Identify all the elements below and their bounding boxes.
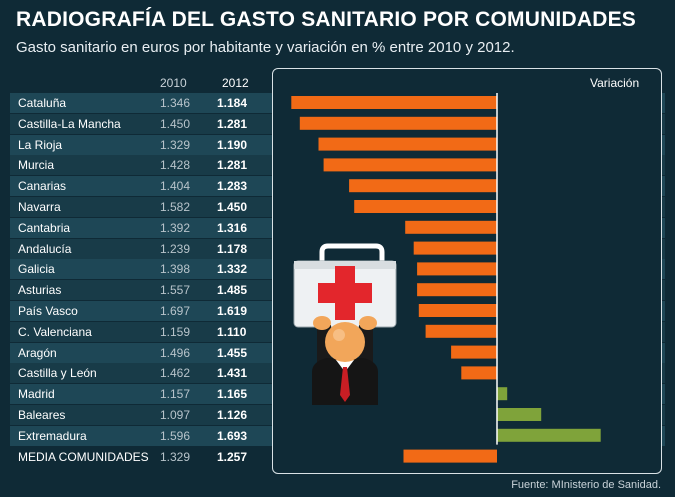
value-2010: 1.097 [160, 408, 191, 422]
region-name: Extremadura [18, 428, 87, 443]
value-2010: 1.159 [160, 324, 191, 339]
region-name: Canarias [18, 179, 67, 194]
variation-bar [418, 304, 497, 317]
region-name: C. Valenciana [18, 324, 92, 339]
variation-bar [497, 428, 601, 442]
column-header-2010: 2010 [160, 76, 187, 90]
value-2012: 1.110 [217, 324, 247, 339]
value-2012: 1.283 [217, 179, 248, 194]
value-2012: 1.126 [217, 408, 248, 422]
value-2012: 1.693 [217, 428, 248, 443]
region-name: Baleares [18, 408, 66, 422]
region-name: Murcia [18, 158, 55, 173]
value-2012: 1.450 [217, 200, 248, 214]
value-2010: 1.450 [160, 116, 191, 131]
value-2012: 1.431 [217, 366, 248, 381]
value-2010: 1.428 [160, 158, 191, 173]
value-2010: 1.398 [160, 262, 191, 277]
variation-bar [403, 449, 497, 463]
variation-bar [405, 220, 497, 234]
value-2010: 1.582 [160, 200, 191, 214]
column-header-variation: Variación [590, 76, 640, 90]
value-2012: 1.332 [217, 262, 248, 277]
variation-bar [354, 200, 497, 213]
column-header-2012: 2012 [222, 76, 249, 90]
variation-bar [417, 262, 497, 276]
variation-bar [497, 408, 542, 421]
region-name: Cantabria [18, 220, 71, 235]
value-2010: 1.329 [160, 137, 191, 152]
region-name: Castilla y León [18, 366, 97, 381]
variation-bar [299, 116, 497, 130]
region-name: Aragón [18, 345, 57, 360]
region-name: Asturias [18, 283, 62, 298]
value-2012: 1.257 [217, 449, 248, 464]
region-name: Cataluña [18, 96, 67, 110]
value-2010: 1.157 [160, 387, 191, 402]
value-2012: 1.316 [217, 220, 248, 235]
value-2012: 1.281 [217, 158, 248, 173]
value-2012: 1.619 [217, 304, 248, 318]
region-name: La Rioja [18, 137, 63, 152]
variation-bar [318, 137, 497, 151]
region-name: Madrid [18, 387, 55, 402]
value-2010: 1.496 [160, 345, 191, 360]
value-2010: 1.697 [160, 304, 191, 318]
value-2012: 1.485 [217, 283, 248, 298]
variation-bar [497, 387, 508, 401]
region-name: Galicia [18, 262, 55, 277]
page-title: RADIOGRAFÍA DEL GASTO SANITARIO POR COMU… [16, 8, 636, 31]
value-2010: 1.239 [160, 241, 191, 256]
value-2010: 1.329 [160, 449, 191, 464]
variation-bar [291, 96, 497, 109]
page-subtitle: Gasto sanitario en euros por habitante y… [16, 39, 515, 56]
value-2010: 1.392 [160, 220, 191, 235]
variation-bar [323, 158, 497, 172]
value-2010: 1.346 [160, 96, 191, 110]
region-name: Castilla-La Mancha [18, 116, 121, 131]
value-2012: 1.165 [217, 387, 248, 402]
doctor-holding-first-aid-kit-icon [293, 243, 397, 405]
value-2012: 1.184 [217, 96, 248, 110]
variation-bar [349, 179, 497, 193]
variation-bar [451, 345, 497, 359]
variation-bar [425, 324, 497, 338]
variation-bar [461, 366, 497, 380]
source-note: Fuente: MInisterio de Sanidad. [511, 479, 661, 491]
value-2010: 1.596 [160, 428, 191, 443]
value-2012: 1.455 [217, 345, 248, 360]
value-2012: 1.178 [217, 241, 248, 256]
region-name: Andalucía [18, 241, 72, 256]
variation-bar [413, 241, 497, 255]
variation-bar [417, 283, 497, 297]
value-2012: 1.281 [217, 116, 248, 131]
value-2010: 1.557 [160, 283, 191, 298]
value-2010: 1.404 [160, 179, 191, 194]
region-name: Navarra [18, 200, 61, 214]
value-2010: 1.462 [160, 366, 191, 381]
value-2012: 1.190 [217, 137, 248, 152]
region-name: MEDIA COMUNIDADES [18, 449, 149, 464]
region-name: País Vasco [18, 304, 78, 318]
